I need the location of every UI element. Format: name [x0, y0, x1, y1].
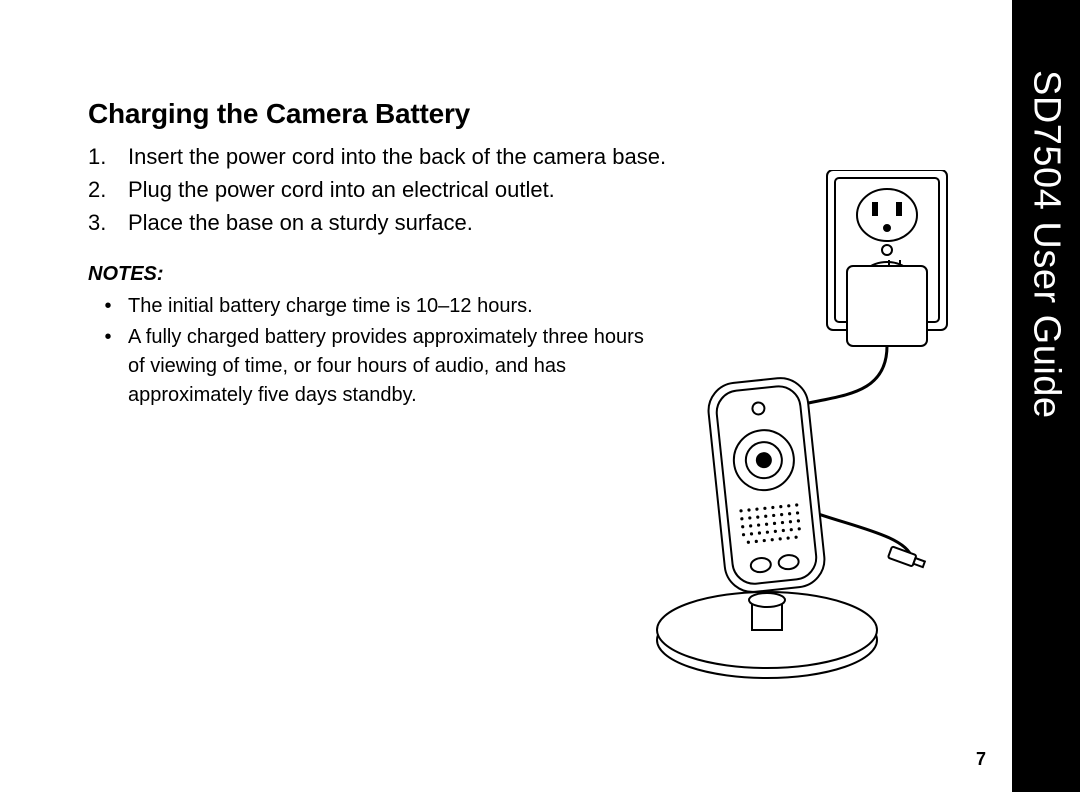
note-item: A fully charged battery provides approxi… [88, 323, 648, 410]
note-text: The initial battery charge time is 10–12… [128, 292, 533, 321]
step-text: Insert the power cord into the back of t… [128, 140, 666, 173]
note-text: A fully charged battery provides approxi… [128, 323, 648, 410]
sidebar-title: SD7504 User Guide [1025, 70, 1068, 419]
step-item: Insert the power cord into the back of t… [88, 140, 788, 173]
section-heading: Charging the Camera Battery [88, 98, 972, 130]
notes-list: The initial battery charge time is 10–12… [88, 292, 648, 410]
page-number: 7 [976, 749, 986, 770]
sidebar: SD7504 User Guide [1012, 0, 1080, 792]
content-area: Charging the Camera Battery Insert the p… [0, 0, 1012, 792]
camera-charging-diagram [632, 170, 962, 690]
page: Charging the Camera Battery Insert the p… [0, 0, 1080, 792]
step-text: Plug the power cord into an electrical o… [128, 173, 555, 206]
note-item: The initial battery charge time is 10–12… [88, 292, 648, 321]
step-text: Place the base on a sturdy surface. [128, 206, 473, 239]
camera-illustration-svg [632, 170, 962, 690]
